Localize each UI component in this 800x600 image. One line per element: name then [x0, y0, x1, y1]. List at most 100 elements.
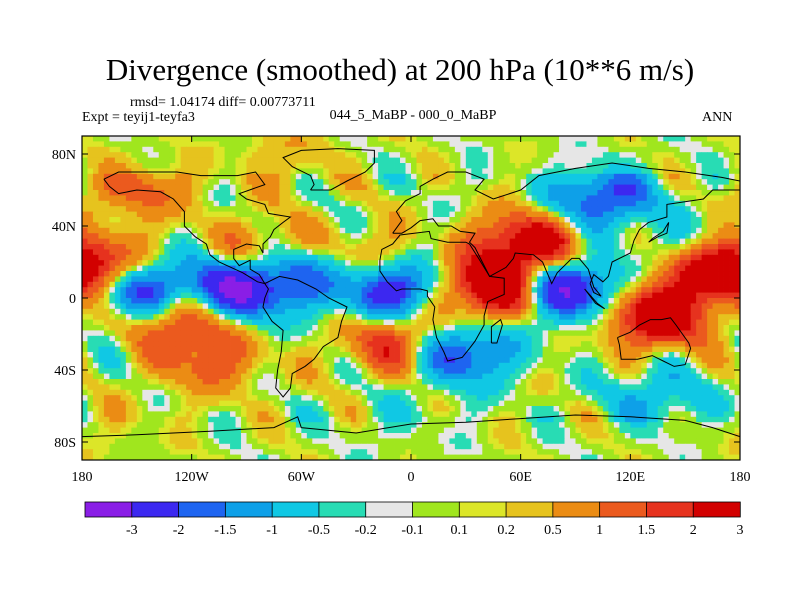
field-cell	[460, 244, 467, 250]
field-cell	[476, 168, 483, 175]
field-cell	[224, 341, 231, 347]
field-cell	[92, 206, 99, 212]
field-cell	[153, 271, 160, 277]
field-cell	[356, 276, 363, 283]
field-cell	[630, 195, 637, 202]
field-cell	[136, 179, 143, 185]
field-cell	[213, 292, 220, 299]
field-cell	[553, 238, 560, 245]
field-cell	[323, 244, 330, 250]
field-cell	[712, 314, 719, 320]
field-cell	[449, 190, 456, 196]
field-cell	[701, 330, 708, 337]
field-cell	[657, 319, 664, 326]
field-cell	[339, 184, 346, 191]
field-cell	[685, 168, 692, 175]
field-cell	[668, 173, 675, 180]
field-cell	[421, 190, 428, 196]
field-cell	[657, 276, 664, 283]
field-cell	[690, 281, 697, 288]
field-cell	[586, 152, 593, 158]
field-cell	[449, 206, 456, 212]
field-cell	[515, 330, 522, 337]
field-cell	[147, 330, 154, 337]
field-cell	[712, 287, 719, 293]
field-cell	[515, 346, 522, 353]
field-cell	[465, 281, 472, 288]
field-cell	[208, 276, 214, 283]
field-cell	[273, 330, 280, 337]
field-cell	[630, 136, 637, 142]
field-cell	[674, 190, 681, 196]
field-cell	[147, 346, 154, 353]
field-cell	[443, 136, 450, 142]
field-cell	[208, 330, 214, 337]
field-cell	[103, 163, 110, 169]
field-cell	[663, 341, 670, 347]
field-cell	[262, 335, 269, 342]
field-cell	[312, 276, 319, 283]
field-cell	[471, 298, 478, 304]
field-cell	[345, 179, 352, 185]
field-cell	[411, 281, 417, 288]
field-cell	[345, 352, 352, 358]
field-cell	[213, 335, 220, 342]
field-cell	[114, 292, 121, 299]
field-cell	[619, 190, 626, 196]
field-cell	[531, 157, 538, 164]
field-cell	[646, 249, 653, 256]
field-cell	[432, 168, 439, 175]
field-cell	[608, 303, 615, 310]
field-cell	[564, 238, 571, 245]
field-cell	[345, 308, 352, 315]
field-cell	[465, 200, 472, 207]
field-cell	[674, 141, 681, 148]
field-cell	[454, 341, 461, 347]
field-cell	[257, 265, 264, 272]
field-cell	[498, 341, 505, 347]
field-cell	[241, 276, 247, 283]
field-cell	[125, 244, 132, 250]
field-cell	[465, 303, 472, 310]
field-cell	[290, 168, 297, 175]
field-cell	[120, 281, 127, 288]
field-cell	[559, 222, 565, 229]
field-cell	[454, 292, 461, 299]
field-cell	[279, 276, 286, 283]
field-cell	[411, 357, 417, 364]
field-cell	[241, 281, 247, 288]
field-cell	[147, 292, 154, 299]
field-cell	[723, 179, 730, 185]
field-cell	[202, 352, 209, 358]
field-cell	[169, 352, 176, 358]
field-cell	[679, 173, 686, 180]
field-cell	[120, 206, 127, 212]
field-cell	[663, 352, 670, 358]
field-cell	[301, 168, 308, 175]
field-cell	[635, 173, 642, 180]
field-cell	[707, 265, 713, 272]
field-cell	[630, 184, 637, 191]
field-cell	[427, 206, 434, 212]
field-cell	[361, 222, 368, 229]
field-cell	[295, 319, 302, 326]
field-cell	[241, 308, 247, 315]
field-cell	[158, 352, 165, 358]
field-cell	[597, 206, 604, 212]
field-cell	[652, 287, 659, 293]
field-cell	[476, 287, 483, 293]
field-cell	[131, 233, 138, 239]
field-cell	[580, 346, 587, 353]
field-cell	[98, 173, 105, 180]
field-cell	[208, 195, 214, 202]
field-cell	[169, 265, 176, 272]
field-cell	[147, 265, 154, 272]
field-cell	[542, 303, 549, 310]
field-cell	[443, 292, 450, 299]
field-cell	[301, 287, 308, 293]
field-cell	[367, 179, 374, 185]
field-cell	[158, 206, 165, 212]
field-cell	[208, 168, 214, 175]
field-cell	[284, 357, 291, 364]
field-cell	[723, 200, 730, 207]
